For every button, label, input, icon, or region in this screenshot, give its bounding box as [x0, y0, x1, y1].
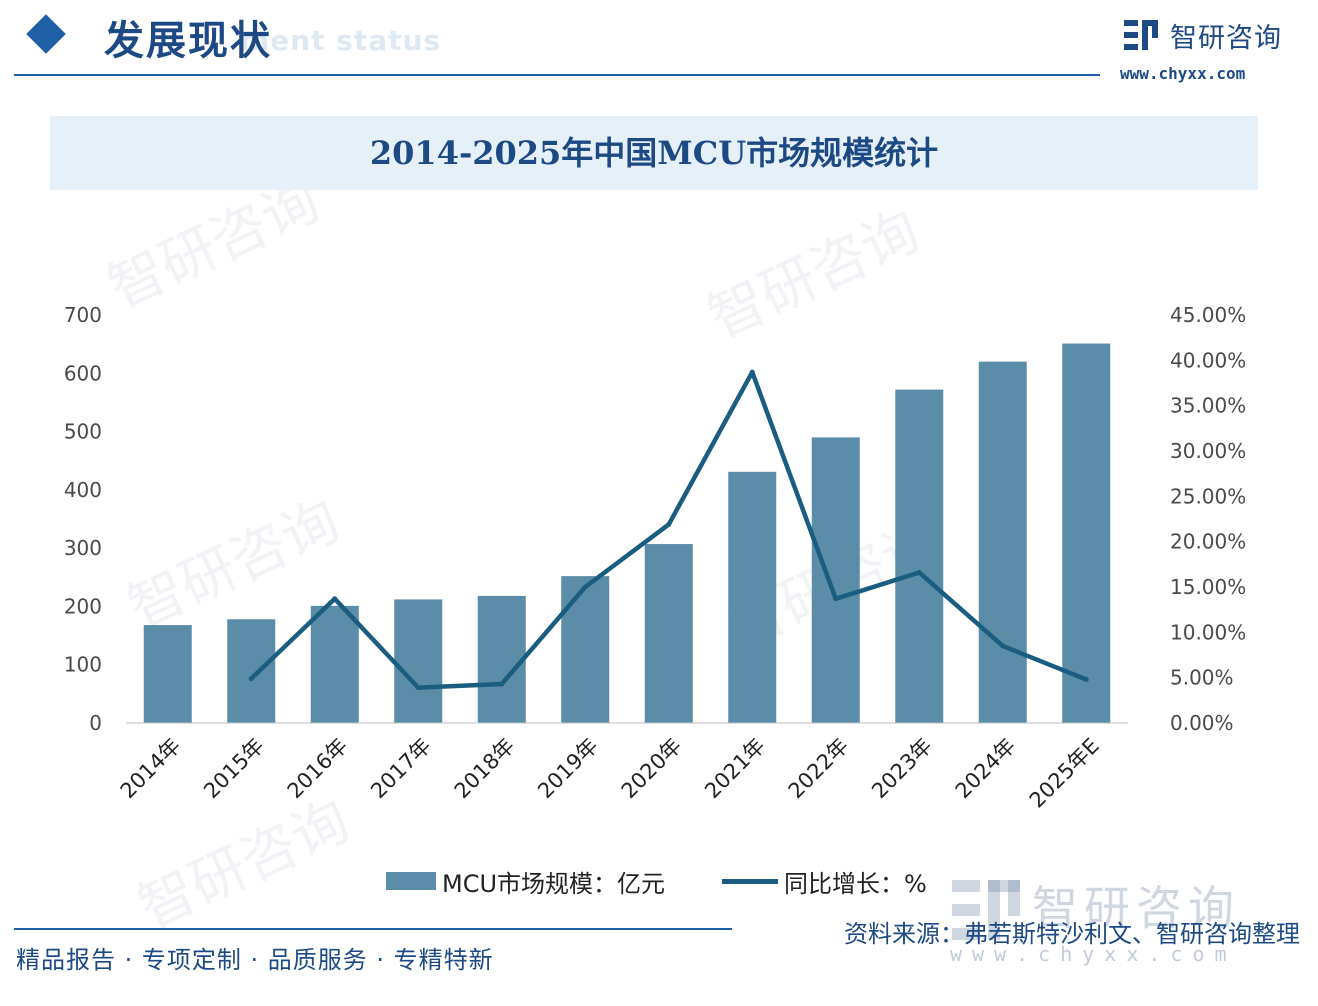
source-note: 资料来源：弗若斯特沙利文、智研咨询整理 [844, 920, 1300, 948]
footer-tagline: 精品报告 · 专项定制 · 品质服务 · 专精特新 [16, 946, 494, 974]
x-tick-label: 2023年 [867, 734, 937, 804]
x-tick-label: 2021年 [700, 734, 770, 804]
bar [310, 605, 359, 723]
y-right-tick-label: 45.00% [1170, 303, 1246, 327]
y-right-tick-label: 40.00% [1170, 348, 1246, 372]
bar [143, 625, 192, 723]
y-right-tick-label: 15.00% [1170, 575, 1246, 599]
bar [227, 619, 276, 723]
growth-point [1083, 676, 1089, 682]
y-left-tick-label: 0 [89, 711, 102, 735]
bar [1062, 343, 1111, 723]
header-divider [14, 74, 1100, 76]
y-right-tick-label: 10.00% [1170, 620, 1246, 644]
bar [978, 361, 1027, 723]
y-right-tick-label: 35.00% [1170, 394, 1246, 418]
y-right-tick-label: 30.00% [1170, 439, 1246, 463]
y-right-tick-label: 0.00% [1170, 711, 1234, 735]
bar [561, 576, 610, 723]
diamond-icon [26, 14, 66, 54]
bar [477, 595, 526, 723]
chart-title: 2014-2025年中国MCU市场规模统计 [369, 134, 939, 172]
growth-point [415, 685, 421, 691]
bottom-brand-watermark: 智研咨询 [1032, 881, 1240, 935]
x-tick-label: 2016年 [283, 734, 353, 804]
legend: MCU市场规模：亿元 同比增长：% [0, 862, 1318, 898]
section-subtitle: ment status [240, 24, 442, 57]
growth-point [749, 369, 755, 375]
y-left-tick-label: 400 [64, 478, 102, 502]
legend-line-label: 同比增长：% [784, 870, 927, 898]
chart: 0 100 200 300 400 500 600 700 0.00% 5.00% 10.00% 15… [64, 303, 1246, 813]
x-tick-label: 2018年 [450, 734, 520, 804]
x-tick-label: 2015年 [199, 734, 269, 804]
growth-point [582, 584, 588, 590]
y-left-tick-label: 600 [64, 361, 102, 385]
growth-point [332, 596, 338, 602]
growth-point [1000, 643, 1006, 649]
header: ment status 发展现状 智研咨询 www.chyxx.com [0, 0, 1318, 90]
legend-bar-swatch [386, 872, 436, 890]
growth-point [833, 596, 839, 602]
x-tick-label: 2024年 [951, 734, 1021, 804]
growth-point [248, 676, 254, 682]
chart-title-band: 2014-2025年中国MCU市场规模统计 [50, 116, 1258, 190]
bar [811, 437, 860, 723]
x-tick-label: 2025年E [1025, 734, 1104, 813]
bar [644, 544, 693, 723]
bar [728, 471, 777, 723]
x-tick-label: 2020年 [617, 734, 687, 804]
bar [394, 599, 443, 723]
bottom-logo-icon [952, 880, 1020, 940]
section-title: 发展现状 [104, 17, 272, 64]
y-left-tick-label: 300 [64, 536, 102, 560]
y-right-tick-label: 5.00% [1170, 666, 1234, 690]
y-right-tick-label: 20.00% [1170, 530, 1246, 554]
y-left-tick-label: 700 [64, 303, 102, 327]
brand-name: 智研咨询 [1170, 23, 1282, 54]
brand-url: www.chyxx.com [1120, 64, 1246, 83]
x-tick-label: 2014年 [116, 734, 186, 804]
x-tick-label: 2019年 [533, 734, 603, 804]
growth-point [666, 521, 672, 527]
brand-logo-icon [1124, 20, 1158, 50]
growth-point [499, 681, 505, 687]
legend-line-swatch [722, 879, 778, 884]
y-left-tick-label: 100 [64, 653, 102, 677]
y-right-tick-label: 25.00% [1170, 484, 1246, 508]
x-tick-label: 2022年 [784, 734, 854, 804]
x-tick-label: 2017年 [366, 734, 436, 804]
bar [895, 389, 944, 723]
y-left-tick-label: 500 [64, 420, 102, 444]
y-left-tick-label: 200 [64, 594, 102, 618]
footer-divider [14, 928, 732, 930]
legend-bar-label: MCU市场规模：亿元 [442, 870, 666, 898]
bottom-url-watermark: www.chyxx.com [950, 942, 1237, 966]
growth-point [916, 569, 922, 575]
